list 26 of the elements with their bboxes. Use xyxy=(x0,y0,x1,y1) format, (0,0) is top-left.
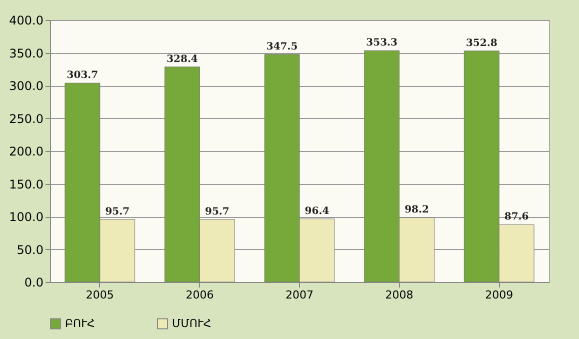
data-label: 98.2 xyxy=(404,204,429,216)
data-label: 87.6 xyxy=(504,212,529,223)
y-tick-label: 250.0 xyxy=(9,112,44,126)
legend-label: ՄՄՈՒՀ xyxy=(172,316,212,330)
x-tick-label: 2005 xyxy=(86,288,114,302)
data-label: 96.4 xyxy=(304,206,330,217)
data-label: 328.4 xyxy=(166,54,198,65)
x-tick-label: 2008 xyxy=(385,288,414,302)
x-tick-label: 2009 xyxy=(485,288,514,302)
y-tick-label: 200.0 xyxy=(9,144,44,158)
data-label: 347.5 xyxy=(266,41,298,52)
x-tick-label: 2007 xyxy=(286,288,314,302)
data-label: 352.8 xyxy=(466,38,498,49)
y-tick-label: 350.0 xyxy=(9,46,44,60)
y-tick-label: 50.0 xyxy=(16,242,44,257)
data-label: 353.3 xyxy=(366,38,398,49)
y-tick-label: 150.0 xyxy=(9,177,44,192)
legend-label: ԲՈՒՀ xyxy=(65,316,96,330)
y-tick-label: 300.0 xyxy=(9,79,44,93)
data-label: 95.7 xyxy=(105,206,130,218)
x-tick-label: 2006 xyxy=(186,288,214,302)
y-tick-label: 400.0 xyxy=(9,14,44,28)
y-tick-label: 100.0 xyxy=(9,210,44,224)
data-label: 95.7 xyxy=(204,206,230,218)
data-label: 303.7 xyxy=(66,70,98,82)
y-tick-label: 0.0 xyxy=(24,276,44,290)
